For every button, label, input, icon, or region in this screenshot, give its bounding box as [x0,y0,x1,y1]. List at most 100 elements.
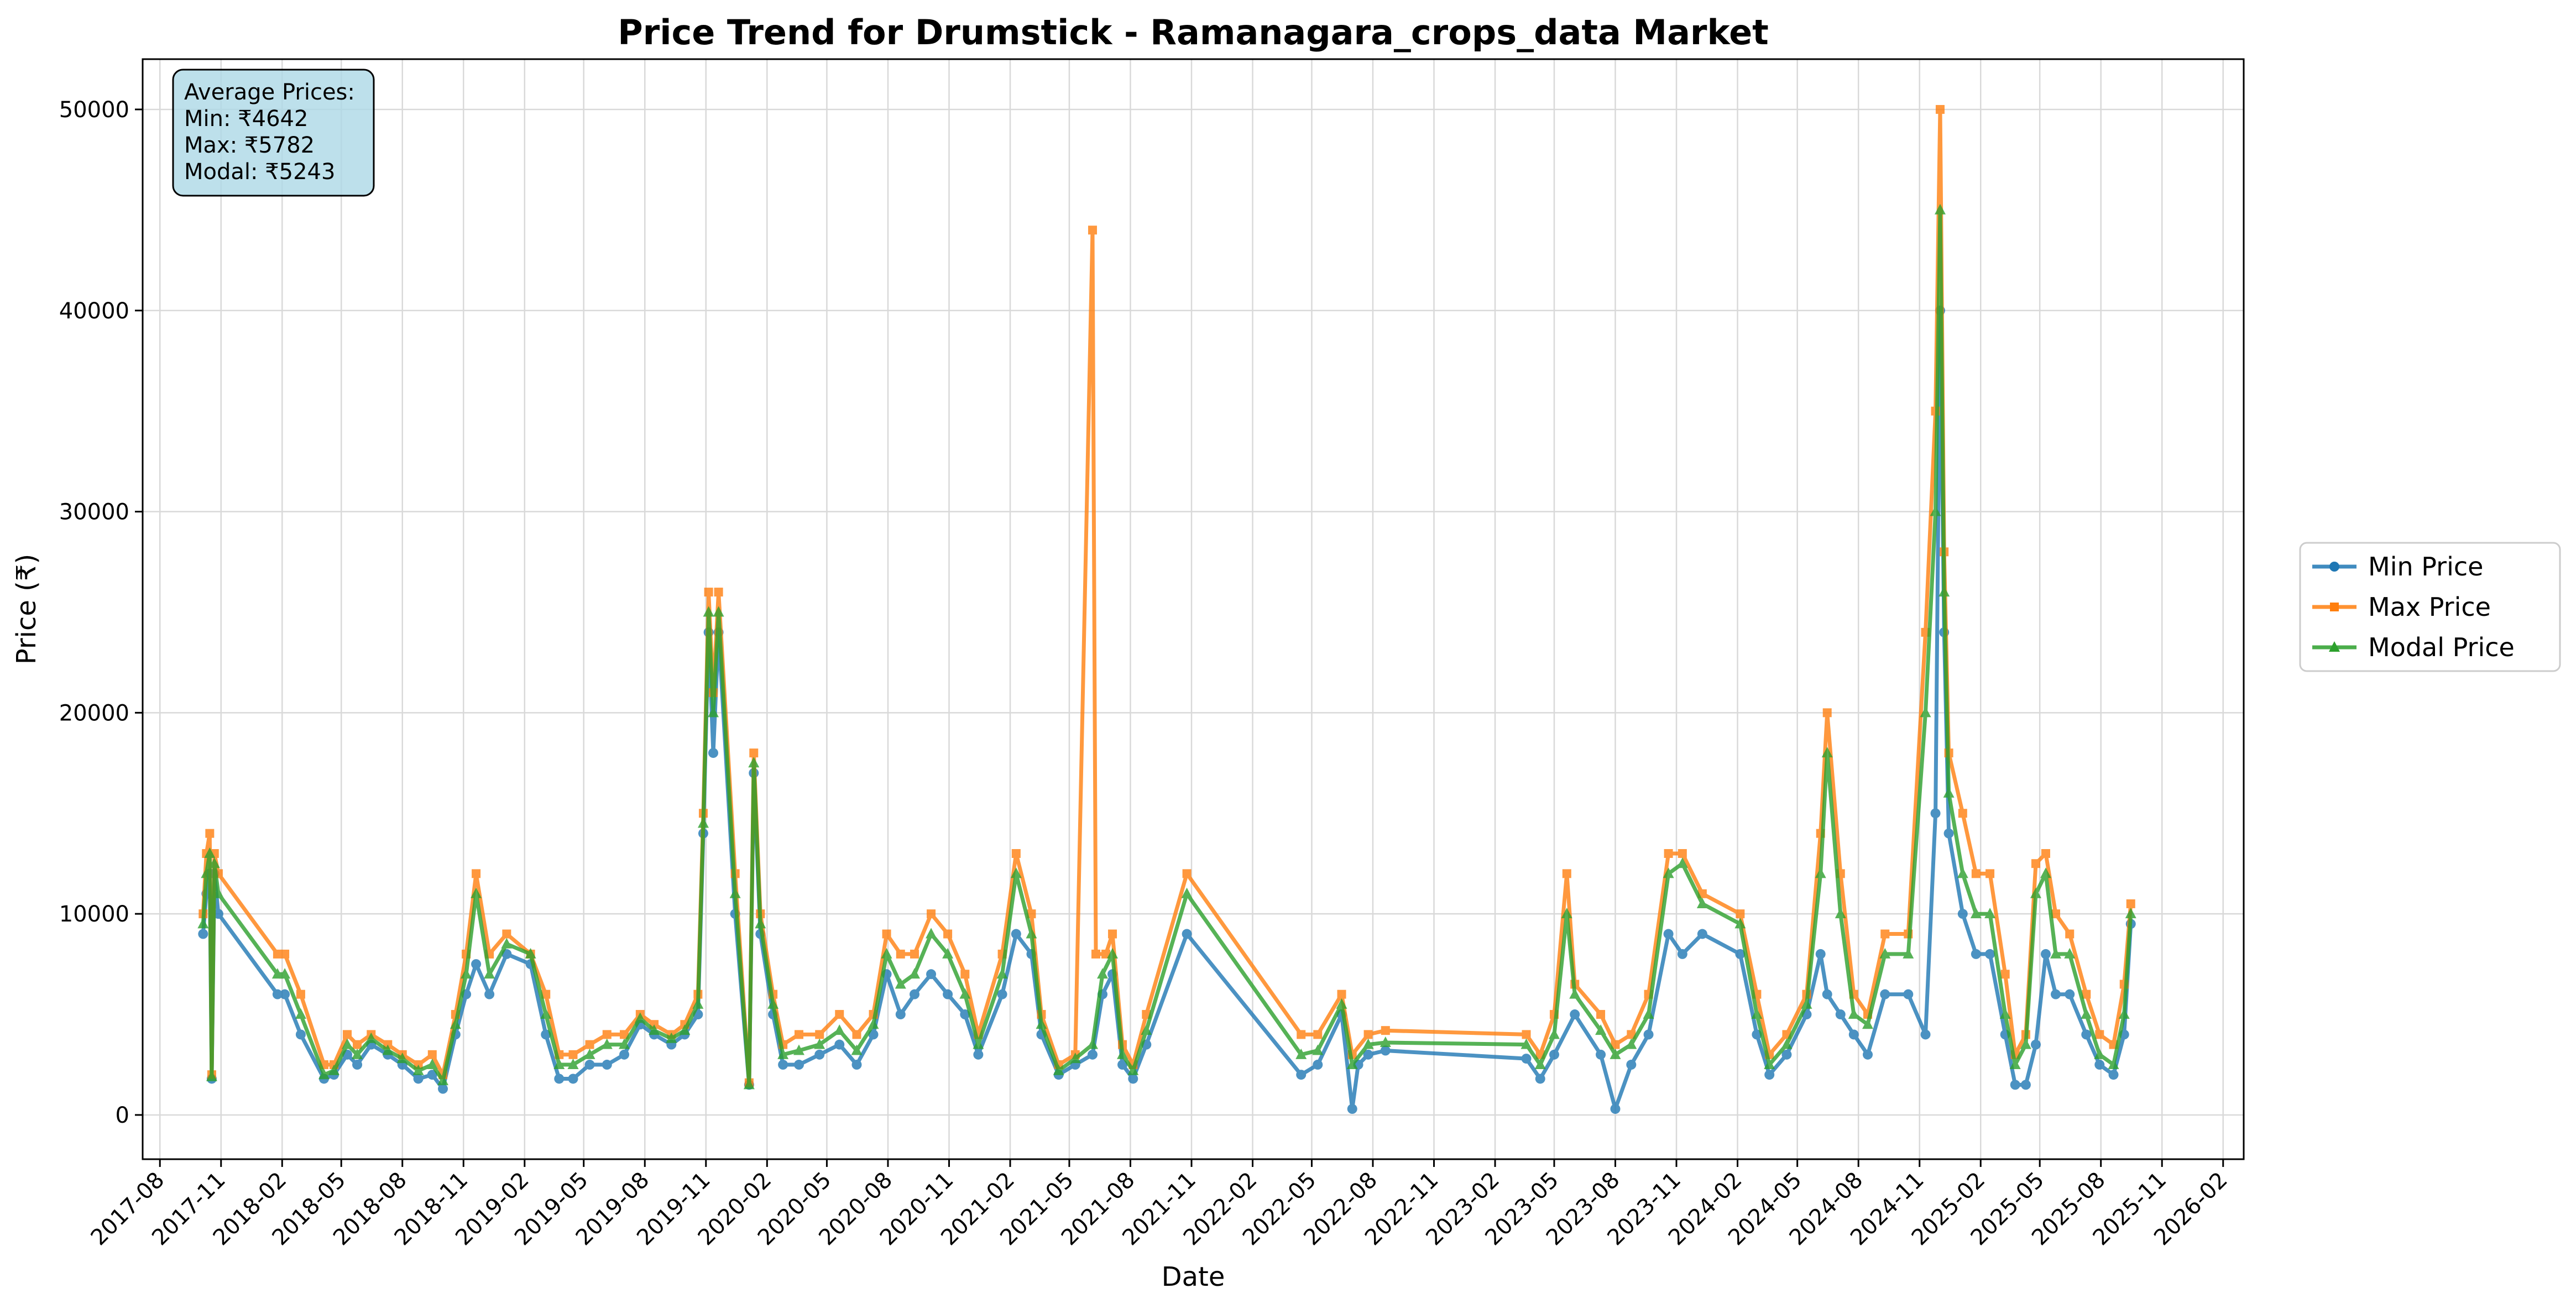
max-price-point [749,748,759,758]
max-price-point [1363,1030,1373,1039]
modal-price-point [1764,1059,1775,1070]
modal-price-point [1336,998,1347,1009]
min-price-point [1521,1054,1532,1064]
max-price-point [296,989,305,999]
min-price-point [213,909,223,919]
max-price-point [943,929,953,939]
y-tick-label: 0 [116,1103,129,1128]
max-price-point [835,1010,844,1019]
min-price-point [2094,1060,2105,1070]
modal-price-point [2094,1048,2105,1059]
min-price-point [1663,929,1674,939]
modal-price-point [973,1038,984,1049]
y-tick-label: 10000 [59,902,129,927]
modal-price-point [707,706,719,718]
min-price-point [280,989,290,999]
min-price-point [1626,1060,1637,1070]
modal-price-point [679,1024,691,1035]
max-price-point [882,929,891,939]
min-price-point [851,1060,862,1070]
modal-price-point [1815,867,1826,878]
modal-price-point [1663,867,1674,878]
max-price-point [472,869,481,878]
modal-price-point [1781,1038,1793,1049]
modal-price-point [328,1064,340,1075]
max-price-point [620,1030,629,1039]
modal-price-point [1346,1059,1358,1070]
max-price-point [2000,970,2010,979]
legend-label: Max Price [2368,592,2491,622]
modal-price-point [1086,1038,1098,1049]
min-price-point [1957,909,1968,919]
min-price-point [2065,989,2075,999]
max-price-point [343,1030,352,1039]
max-price-point [1522,1030,1531,1039]
modal-price-point [2030,887,2041,898]
min-price-point [1643,1029,1654,1040]
min-price-point [868,1029,879,1040]
max-price-point [1011,849,1021,858]
modal-price-point [1053,1064,1064,1075]
legend-items: Min Price Max Price Modal Price [2312,552,2515,662]
modal-price-point [619,1038,630,1049]
modal-price-point [437,1075,449,1086]
modal-price-point [1920,706,1931,718]
max-price-point [353,1040,362,1049]
modal-price-point [1026,928,1037,939]
modal-price-point [942,947,954,959]
x-axis-title: Date [1162,1261,1225,1292]
modal-price-point [450,1018,461,1029]
modal-price-point [2064,947,2076,959]
max-price-point [541,989,551,999]
modal-price-point [703,606,714,617]
max-price-point [2126,899,2135,908]
modal-price-point [767,998,779,1009]
average-prices-box: Average Prices: Min: ₹4642 Max: ₹5782 Mo… [172,69,375,197]
modal-price-point [748,757,760,768]
min-price-point [1863,1049,1873,1060]
modal-price-point [201,867,212,878]
max-price-point [2031,859,2040,868]
legend-swatch-marker [2329,641,2340,652]
min-price-point [973,1049,984,1060]
modal-price-point [279,968,291,979]
min-price-point [198,929,208,939]
modal-price-point [692,998,704,1009]
min-price-point [1943,828,1954,839]
max-price-point [2041,849,2050,858]
max-price-point [273,949,282,959]
plot-frame [142,58,2245,1160]
modal-price-point [365,1032,377,1043]
min-price-point [1930,808,1941,819]
modal-price-point [1999,1008,2011,1019]
max-price-point [2051,909,2061,919]
max-price-point [1935,104,1945,114]
modal-price-point [2125,908,2136,919]
min-price-point [619,1049,630,1060]
min-price-point [926,969,937,980]
modal-price-point [926,928,937,939]
max-price-point [2082,989,2091,999]
modal-price-point [1626,1038,1637,1049]
modal-price-point [382,1044,394,1055]
modal-price-point [461,968,472,979]
min-price-point [541,1029,551,1040]
y-tick-label: 50000 [59,97,129,123]
max-price-point [1091,949,1100,959]
min-price-point [1815,949,1826,959]
min-price-point [1848,1029,1859,1040]
modal-price-point [2081,1008,2092,1019]
max-price-point [1337,989,1346,999]
modal-price-point [649,1024,660,1035]
min-price-point [295,1029,306,1040]
modal-price-point [484,968,495,979]
min-price-point [1903,989,1914,999]
modal-price-point [352,1048,363,1059]
min-price-point [1880,989,1890,999]
modal-price-point [755,918,766,929]
legend-label: Min Price [2368,552,2483,582]
modal-price-point [525,947,536,959]
modal-price-point [1520,1038,1532,1049]
max-price-point [794,1030,803,1039]
y-tick-label: 40000 [59,299,129,324]
